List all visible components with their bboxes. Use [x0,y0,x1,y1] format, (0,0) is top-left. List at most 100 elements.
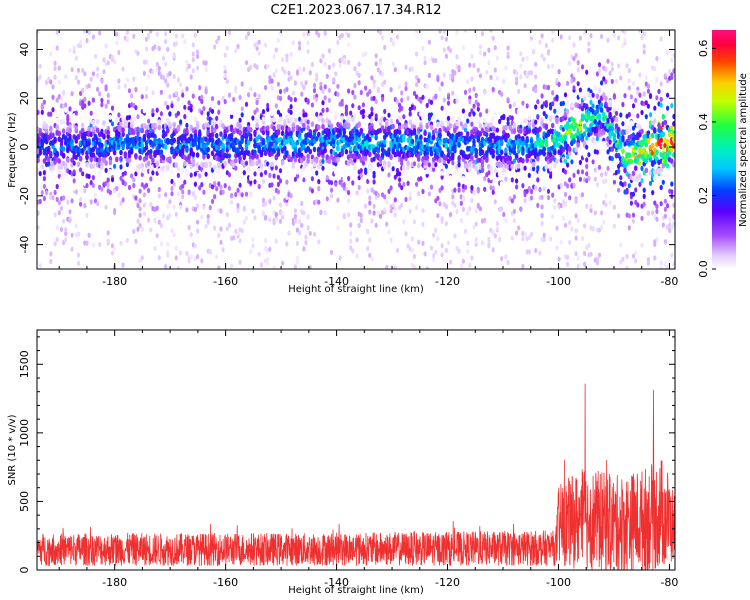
spectrogram-cell [515,80,519,86]
spectrogram-cell [582,95,587,101]
spectrogram-cell [646,103,651,109]
spectrogram-cell [629,120,634,126]
spectrogram-cell [527,121,532,127]
spectrogram-cell [640,109,644,116]
spectrogram-cell [451,77,455,83]
spectrogram-cell [572,56,576,62]
spectrogram-cell [644,100,648,106]
spectrogram-cell [268,172,272,178]
spectrogram-cell [159,89,163,95]
spectrogram-cell [136,50,140,57]
spectrogram-cell [595,260,600,266]
spectrogram-cell [359,127,364,134]
spectrogram-cell [525,137,529,144]
spectrogram-cell [491,185,495,191]
spectrogram-cell [80,127,85,133]
spectrogram-cell [387,172,391,178]
spectrogram-cell [100,186,104,192]
spectrogram-cell [300,91,304,97]
spectrogram-cell [317,239,321,245]
spectrogram-cell [382,139,387,145]
spectrogram-cell [112,149,117,156]
spectrogram-xtick-label: -80 [660,275,678,288]
spectrogram-cell [440,35,444,41]
spectrogram-cell [55,117,59,123]
spectrogram-cell [531,122,536,129]
spectrogram-cell [610,78,614,85]
spectrogram-cell [304,80,308,86]
spectrogram-cell [98,241,102,248]
spectrogram-cell [87,173,91,179]
spectrogram-cell [500,256,504,262]
spectrogram-cell [161,176,166,183]
spectrogram-cell [285,53,289,59]
spectrogram-cell [159,172,164,178]
spectrogram-cell [264,42,268,48]
spectrogram-cell [629,94,634,100]
spectrogram-cell [159,241,163,247]
spectrogram-cell [578,125,583,132]
spectrogram-cell [193,141,198,147]
spectrogram-cell [451,160,455,166]
spectrogram-cell [523,165,527,171]
spectrogram-cell [361,108,365,115]
spectrogram-cell [168,94,172,100]
spectrogram-cell [149,202,153,208]
spectrogram-cell [527,234,531,240]
spectrogram-cell [470,76,474,82]
spectrogram-cell [485,69,489,75]
spectrogram-cell [410,138,415,145]
spectrogram-cell [470,116,474,122]
spectrogram-cell [432,57,436,64]
spectrogram-cell [106,238,110,244]
spectrogram-cell [595,149,600,155]
spectrogram-cell [638,30,642,33]
spectrogram-cell [255,99,259,106]
spectrogram-cell [289,174,293,181]
spectrogram-cell [344,106,348,113]
spectrogram-cell [183,179,187,185]
spectrogram-cell [499,149,504,155]
spectrogram-cell [634,187,638,193]
spectrogram-cell [293,80,297,86]
spectrogram-cell [187,225,191,231]
spectrogram-cell [106,182,110,188]
spectrogram-cell [61,128,66,134]
spectrogram-cell [185,169,189,175]
spectrogram-cell [370,255,374,262]
spectrogram-cell [185,66,189,72]
spectrogram-cell [600,224,604,230]
spectrogram-cell [161,154,166,161]
spectrogram-cell [517,225,521,231]
spectrogram-cell [42,183,47,189]
spectrogram-cell [568,239,572,245]
spectrogram-cell [502,78,506,84]
spectrogram-cell [368,175,372,181]
spectrogram-cell [100,142,104,149]
spectrogram-cell [463,114,468,121]
spectrogram-cell [293,156,298,162]
spectrogram-cell [640,242,644,248]
spectrogram-cell [206,214,210,220]
spectrogram-cell [149,227,153,233]
spectrogram-cell [383,108,387,114]
spectrogram-cell [289,156,293,163]
spectrogram-cell [361,113,365,119]
spectrogram-cell [463,122,468,129]
spectrogram-cell [132,182,136,189]
spectrogram-cell [191,57,195,63]
spectrogram-cell [661,179,665,185]
spectrogram-cell [332,62,336,68]
spectrogram-cell [193,206,197,212]
spectrogram-cell [353,83,357,89]
spectrogram-cell [585,163,589,170]
spectrogram-cell [587,243,591,249]
spectrogram-cell [168,121,172,128]
spectrogram-cell [491,229,495,236]
spectrogram-cell [440,105,444,111]
spectrogram-cell [138,188,142,194]
spectrogram-cell [159,111,163,117]
spectrogram-cell [670,158,674,164]
spectrogram-cell [176,139,181,145]
